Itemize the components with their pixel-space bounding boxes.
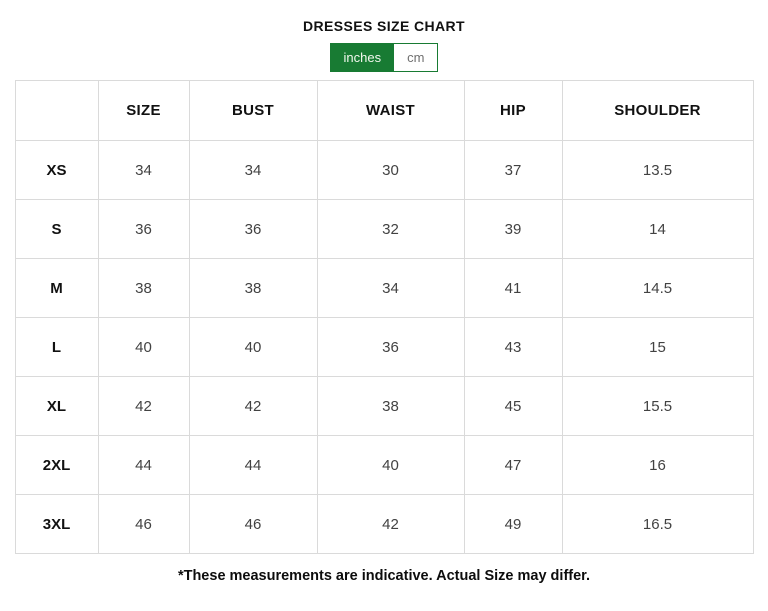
table-cell: 46 — [188, 494, 318, 554]
table-cell: 42 — [188, 376, 318, 436]
table-row: XL 42 42 38 45 15.5 — [14, 376, 754, 436]
row-label: XL — [14, 376, 99, 436]
header-cell-bust: BUST — [188, 80, 318, 141]
table-cell: 36 — [188, 199, 318, 259]
row-label: 2XL — [14, 435, 99, 495]
table-cell: 40 — [316, 435, 465, 495]
table-cell: 37 — [463, 140, 563, 200]
table-row: 2XL 44 44 40 47 16 — [14, 435, 754, 495]
table-cell: 46 — [97, 494, 190, 554]
row-label: 3XL — [14, 494, 99, 554]
table-cell: 49 — [463, 494, 563, 554]
table-cell: 34 — [316, 258, 465, 318]
table-cell: 32 — [316, 199, 465, 259]
header-cell-size: SIZE — [97, 80, 190, 141]
table-cell: 15.5 — [561, 376, 754, 436]
table-cell: 40 — [188, 317, 318, 377]
header-cell-blank — [14, 80, 99, 141]
table-cell: 38 — [316, 376, 465, 436]
header-cell-shoulder: SHOULDER — [561, 80, 754, 141]
table-header-row: SIZE BUST WAIST HIP SHOULDER — [14, 80, 754, 141]
table-cell: 16 — [561, 435, 754, 495]
header-cell-waist: WAIST — [316, 80, 465, 141]
table-cell: 40 — [97, 317, 190, 377]
disclaimer-footnote: *These measurements are indicative. Actu… — [177, 568, 591, 584]
table-cell: 42 — [316, 494, 465, 554]
row-label: XS — [14, 140, 99, 200]
table-row: S 36 36 32 39 14 — [14, 199, 754, 259]
header-cell-hip: HIP — [463, 80, 563, 141]
table-cell: 38 — [188, 258, 318, 318]
table-row: L 40 40 36 43 15 — [14, 317, 754, 377]
table-cell: 41 — [463, 258, 563, 318]
table-cell: 14.5 — [561, 258, 754, 318]
table-cell: 34 — [188, 140, 318, 200]
table-cell: 36 — [316, 317, 465, 377]
table-cell: 15 — [561, 317, 754, 377]
size-chart-table: SIZE BUST WAIST HIP SHOULDER XS 34 34 30… — [14, 80, 754, 554]
table-cell: 44 — [97, 435, 190, 495]
table-cell: 34 — [97, 140, 190, 200]
row-label: L — [14, 317, 99, 377]
table-cell: 38 — [97, 258, 190, 318]
table-row: 3XL 46 46 42 49 16.5 — [14, 494, 754, 554]
cm-button[interactable]: cm — [394, 44, 438, 71]
table-cell: 36 — [97, 199, 190, 259]
table-cell: 42 — [97, 376, 190, 436]
unit-toggle: inches cm — [329, 43, 439, 72]
table-cell: 47 — [463, 435, 563, 495]
inches-button[interactable]: inches — [330, 44, 395, 71]
row-label: M — [14, 258, 99, 318]
table-cell: 44 — [188, 435, 318, 495]
table-cell: 14 — [561, 199, 754, 259]
page-title: DRESSES SIZE CHART — [303, 18, 465, 34]
table-cell: 39 — [463, 199, 563, 259]
table-cell: 13.5 — [561, 140, 754, 200]
table-cell: 30 — [316, 140, 465, 200]
table-cell: 16.5 — [561, 494, 754, 554]
row-label: S — [14, 199, 99, 259]
table-row: XS 34 34 30 37 13.5 — [14, 140, 754, 200]
unit-toggle-wrap: inches cm — [0, 43, 768, 72]
table-cell: 45 — [463, 376, 563, 436]
table-cell: 43 — [463, 317, 563, 377]
table-row: M 38 38 34 41 14.5 — [14, 258, 754, 318]
